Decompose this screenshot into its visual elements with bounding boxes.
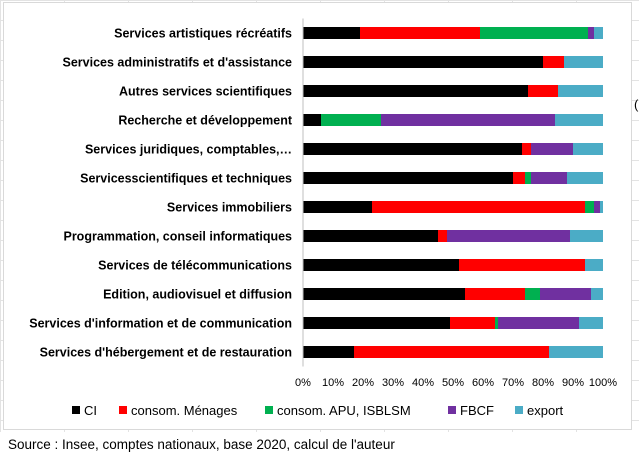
bar-segment[interactable] [585, 259, 603, 271]
x-tick-label: 70% [502, 377, 524, 389]
bar-segment[interactable] [555, 114, 603, 126]
bar-segment[interactable] [531, 143, 573, 155]
bar-segment[interactable] [354, 346, 549, 358]
bar-segment[interactable] [579, 317, 603, 329]
bar-segment[interactable] [303, 259, 459, 271]
bar-segment[interactable] [495, 317, 498, 329]
category-label: Services de télécommunications [98, 259, 292, 273]
category-label: Services artistiques récréatifs [114, 27, 292, 41]
bar-segment[interactable] [303, 288, 465, 300]
legend-item[interactable]: export [515, 403, 564, 418]
bar-segment[interactable] [465, 288, 525, 300]
bar-segment[interactable] [594, 27, 603, 39]
bar-segment[interactable] [549, 346, 603, 358]
legend-swatch [119, 406, 127, 414]
legend-swatch [448, 406, 456, 414]
legend-item[interactable]: FBCF [448, 403, 494, 418]
x-tick-label: 60% [472, 377, 494, 389]
legend-item[interactable]: consom. APU, ISBLSM [265, 403, 411, 418]
bar-segment[interactable] [498, 317, 579, 329]
legend-label: consom. Ménages [131, 403, 238, 418]
bar-segment[interactable] [591, 288, 603, 300]
bar-segment[interactable] [360, 27, 480, 39]
bar-segment[interactable] [303, 143, 522, 155]
bar-segment[interactable] [594, 201, 600, 213]
legend-label: CI [84, 403, 97, 418]
bar-segment[interactable] [528, 85, 558, 97]
bar-segment[interactable] [303, 56, 543, 68]
x-tick-label: 0% [295, 377, 311, 389]
category-label: Services juridiques, comptables,… [85, 143, 292, 157]
bar-segment[interactable] [525, 172, 531, 184]
bar-segment[interactable] [450, 317, 495, 329]
bar-segment[interactable] [564, 56, 603, 68]
bar-segment[interactable] [303, 230, 438, 242]
category-label: Autres services scientifiques [119, 85, 292, 99]
x-tick-label: 30% [382, 377, 404, 389]
bar-segment[interactable] [303, 172, 513, 184]
bar-segment[interactable] [531, 172, 567, 184]
bar-segment[interactable] [303, 114, 321, 126]
category-label: Services d'information et de communicati… [29, 317, 292, 331]
legend-item[interactable]: consom. Ménages [119, 403, 238, 418]
category-label: Services immobiliers [167, 201, 292, 215]
bar-segment[interactable] [567, 172, 603, 184]
bar-segment[interactable] [573, 143, 603, 155]
legend-swatch [265, 406, 273, 414]
legend-label: consom. APU, ISBLSM [277, 403, 411, 418]
x-tick-label: 20% [352, 377, 374, 389]
bar-segment[interactable] [558, 85, 603, 97]
source-row [0, 432, 639, 459]
category-label: Servicesscientifiques et techniques [80, 172, 292, 186]
bar-segment[interactable] [303, 317, 450, 329]
bar-segment[interactable] [585, 201, 594, 213]
category-labels: Services artistiques récréatifs Services … [29, 27, 293, 360]
bar-segment[interactable] [525, 288, 540, 300]
bar-segment[interactable] [600, 201, 603, 213]
bar-segment[interactable] [303, 346, 354, 358]
category-label: Services administratifs et d'assistance [63, 56, 293, 70]
x-tick-label: 10% [322, 377, 344, 389]
bar-segment[interactable] [381, 114, 555, 126]
bar-segment[interactable] [588, 27, 594, 39]
x-tick-label: 100% [589, 377, 617, 389]
legend-swatch [72, 406, 80, 414]
category-label: Programmation, conseil informatiques [63, 230, 292, 244]
bar-segment[interactable] [543, 56, 564, 68]
x-tick-label: 90% [562, 377, 584, 389]
bar-segment[interactable] [372, 201, 585, 213]
category-label: Recherche et développement [118, 114, 293, 128]
x-tick-label: 80% [532, 377, 554, 389]
legend-item[interactable]: CI [72, 403, 97, 418]
chart-area[interactable] [3, 2, 632, 430]
bar-segment[interactable] [540, 288, 591, 300]
legend-label: FBCF [460, 403, 494, 418]
bar-segment[interactable] [303, 27, 360, 39]
bar-segment[interactable] [447, 230, 570, 242]
bar-segment[interactable] [303, 85, 528, 97]
x-tick-label: 50% [442, 377, 464, 389]
legend: CI consom. Ménages consom. APU, ISBLSM FBCF… [72, 403, 564, 418]
bar-segment[interactable] [303, 201, 372, 213]
category-label: Services d'hébergement et de restauratio… [40, 346, 292, 360]
bar-segment[interactable] [480, 27, 588, 39]
legend-label: export [527, 403, 564, 418]
bar-segment[interactable] [522, 143, 531, 155]
bar-segment[interactable] [438, 230, 447, 242]
source-note: Source : Insee, comptes nationaux, base … [8, 437, 395, 452]
category-label: Edition, audiovisuel et diffusion [103, 288, 292, 302]
bar-segment[interactable] [459, 259, 585, 271]
bar-segment[interactable] [321, 114, 381, 126]
stacked-bar-chart: Services artistiques récréatifs Services … [29, 18, 617, 418]
x-tick-label: 40% [412, 377, 434, 389]
cell-text-fragment: ( [634, 97, 639, 112]
x-axis-ticks: 0% 10% 20% 30% 40% 50% 60% 70% 80% 90% 100% [295, 377, 617, 389]
legend-swatch [515, 406, 523, 414]
bars [303, 27, 603, 358]
bar-segment[interactable] [513, 172, 525, 184]
bar-segment[interactable] [570, 230, 603, 242]
